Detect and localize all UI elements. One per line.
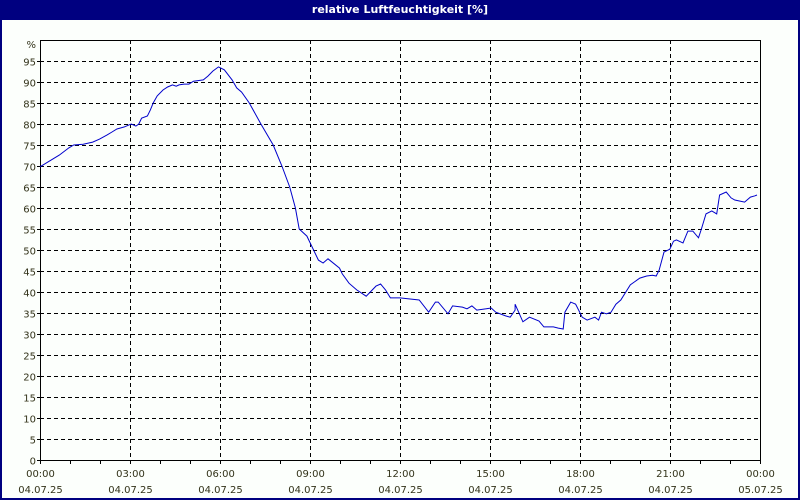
y-tick-label: 85 <box>23 100 36 111</box>
y-tick-label: 0 <box>30 457 36 468</box>
x-tick-date: 04.07.25 <box>18 485 63 496</box>
y-tick-label: 15 <box>23 394 36 405</box>
y-tick-label: 30 <box>23 331 36 342</box>
y-tick-label: 20 <box>23 373 36 384</box>
y-tick-label: 25 <box>23 352 36 363</box>
chart-title: relative Luftfeuchtigkeit [%] <box>311 3 489 16</box>
x-tick-time: 15:00 <box>476 469 505 480</box>
x-tick-date: 04.07.25 <box>558 485 603 496</box>
y-tick-label: 60 <box>23 205 36 216</box>
y-tick-label: 45 <box>23 268 36 279</box>
y-tick-label: 65 <box>23 184 36 195</box>
y-tick-label: 55 <box>23 226 36 237</box>
x-tick-time: 18:00 <box>566 469 595 480</box>
y-tick-label: 35 <box>23 310 36 321</box>
y-tick-label: 40 <box>23 289 36 300</box>
x-tick-date: 04.07.25 <box>378 485 423 496</box>
x-tick-date: 04.07.25 <box>468 485 513 496</box>
x-tick-time: 12:00 <box>386 469 415 480</box>
y-tick-label: 50 <box>23 247 36 258</box>
x-tick-date: 04.07.25 <box>198 485 243 496</box>
y-tick-label: 90 <box>23 79 36 90</box>
humidity-series-line <box>39 66 758 330</box>
x-axis: 00:00 04.07.25 03:00 04.07.25 06:00 04.07.25 0… <box>18 460 783 496</box>
y-tick-label: 5 <box>30 436 36 447</box>
x-tick-time: 00:00 <box>746 469 775 480</box>
x-tick-date: 04.07.25 <box>288 485 333 496</box>
y-tick-label: 75 <box>23 142 36 153</box>
x-tick-time: 06:00 <box>206 469 235 480</box>
grid-lines <box>40 40 760 460</box>
x-tick-time: 00:00 <box>26 469 55 480</box>
y-axis: 0 5 10 15 20 25 30 35 40 45 50 55 60 65 70 75 80 85 90 95% <box>23 40 40 468</box>
x-tick-date: 04.07.25 <box>108 485 153 496</box>
y-tick-label: 95 <box>23 58 36 69</box>
x-tick-time: 09:00 <box>296 469 325 480</box>
y-tick-label: 80 <box>23 121 36 132</box>
plot-frame <box>40 40 761 461</box>
y-tick-label: 70 <box>23 163 36 174</box>
x-tick-time: 21:00 <box>656 469 685 480</box>
y-tick-label: 10 <box>23 415 36 426</box>
humidity-line-chart: 05101520253035404550556065707580859095% … <box>18 40 783 496</box>
x-tick-time: 03:00 <box>116 469 145 480</box>
x-tick-date: 04.07.25 <box>648 485 693 496</box>
chart-canvas: 0 5 10 15 20 25 30 35 40 45 50 55 60 65 70 75 80 85 90 95% … <box>2 20 798 498</box>
y-axis-unit: % <box>26 40 36 51</box>
x-tick-date: 05.07.25 <box>738 485 783 496</box>
